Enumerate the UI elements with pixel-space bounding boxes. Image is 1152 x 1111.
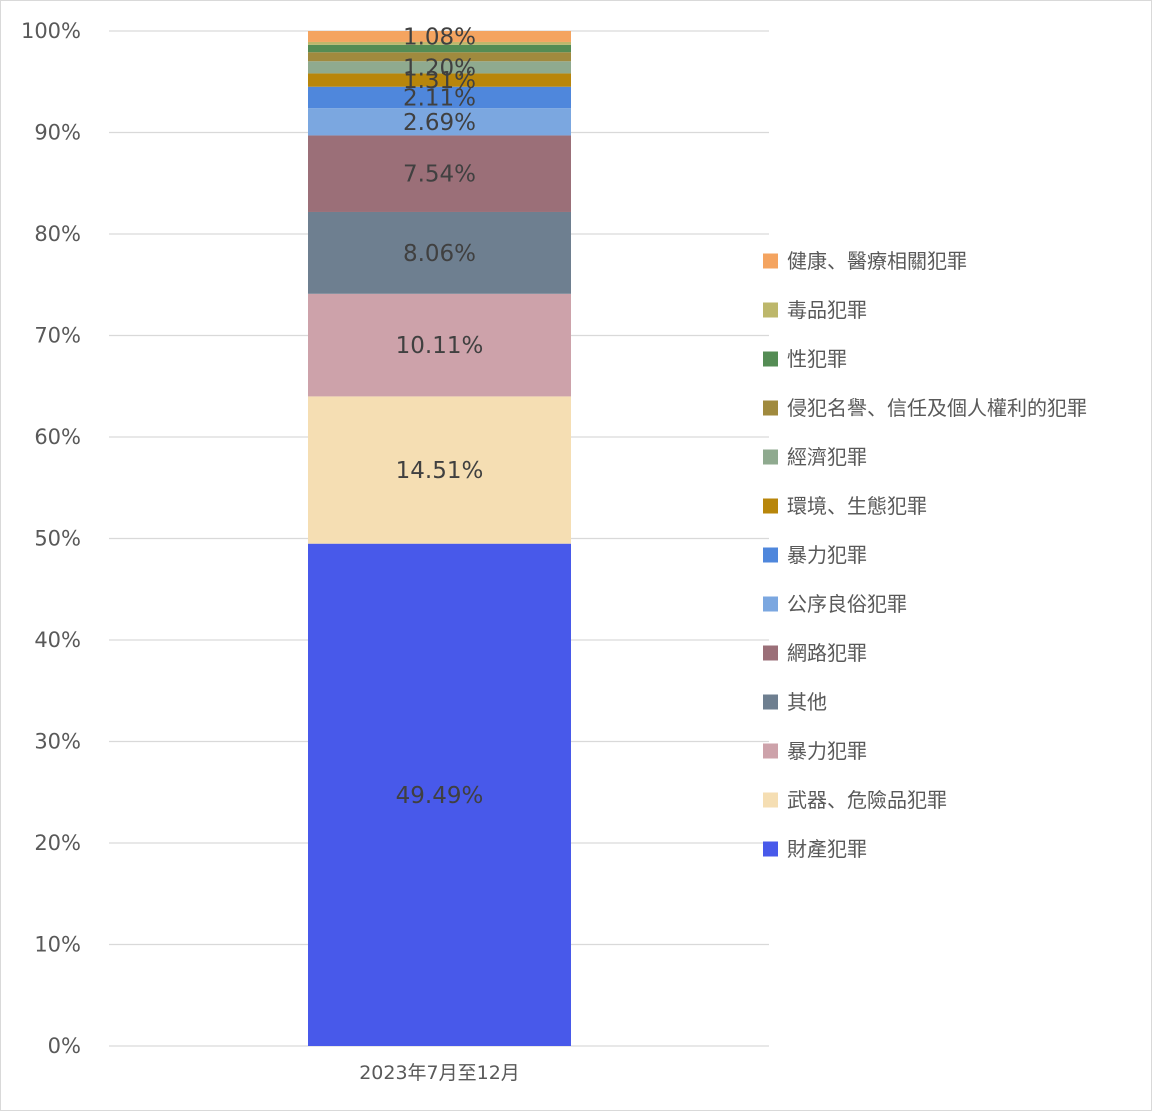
legend-swatch (763, 694, 778, 710)
data-label: 7.54% (403, 162, 476, 188)
y-tick-label: 100% (21, 19, 81, 43)
y-tick-label: 10% (34, 933, 81, 957)
bar-segment (308, 135, 571, 212)
y-tick-label: 90% (34, 121, 81, 145)
legend-label: 武器、危險品犯罪 (787, 788, 947, 812)
data-label: 1.08% (403, 24, 476, 50)
legend-label: 暴力犯罪 (787, 739, 867, 763)
legend-label: 暴力犯罪 (787, 543, 867, 567)
bar-segment (308, 61, 571, 74)
x-axis-categories: 2023年7月至12月 (359, 1062, 520, 1084)
bar-segment (308, 108, 571, 136)
legend-label: 公序良俗犯罪 (787, 592, 907, 616)
data-label: 1.20% (403, 55, 476, 81)
bar-segment (308, 73, 571, 87)
bar-segment (308, 293, 571, 397)
legend: 健康、醫療相關犯罪毒品犯罪性犯罪侵犯名譽、信任及個人權利的犯罪經濟犯罪環境、生態… (763, 249, 1087, 861)
legend-swatch (763, 253, 778, 269)
y-tick-label: 40% (34, 628, 81, 652)
legend-label: 環境、生態犯罪 (787, 494, 927, 518)
legend-swatch (763, 498, 778, 514)
y-axis-ticks: 0% 10% 20% 30% 40% 50% 60% 70% 80% 90% 100% (21, 19, 81, 1058)
bar-segment (308, 41, 571, 45)
bar-segment (308, 211, 571, 294)
bar-segment (308, 396, 571, 544)
data-label: 2.69% (403, 110, 476, 136)
data-label: 10.11% (396, 333, 484, 359)
data-label: 2.11% (403, 85, 476, 111)
data-label: 8.06% (403, 241, 476, 267)
data-label: 49.49% (396, 783, 484, 809)
bar-segment (308, 86, 571, 109)
legend-label: 健康、醫療相關犯罪 (787, 249, 967, 273)
y-tick-label: 0% (48, 1034, 81, 1058)
legend-swatch (763, 743, 778, 759)
bar-segment (308, 31, 571, 42)
legend-label: 其他 (787, 690, 827, 714)
y-tick-label: 80% (34, 222, 81, 246)
data-labels: 49.49%14.51%10.11%8.06%7.54%2.69%2.11%1.… (396, 24, 484, 808)
legend-swatch (763, 841, 778, 857)
y-tick-label: 50% (34, 527, 81, 551)
legend-label: 網路犯罪 (787, 641, 867, 665)
data-label: 14.51% (396, 458, 484, 484)
legend-swatch (763, 400, 778, 416)
legend-swatch (763, 449, 778, 465)
bar-segment (308, 44, 571, 53)
legend-label: 侵犯名譽、信任及個人權利的犯罪 (787, 396, 1087, 420)
legend-label: 經濟犯罪 (787, 445, 867, 469)
y-tick-label: 20% (34, 831, 81, 855)
legend-swatch (763, 351, 778, 367)
legend-swatch (763, 792, 778, 808)
y-tick-label: 30% (34, 730, 81, 754)
y-tick-label: 60% (34, 425, 81, 449)
y-tick-label: 70% (34, 324, 81, 348)
bar-segment (308, 52, 571, 62)
legend-swatch (763, 645, 778, 661)
legend-swatch (763, 302, 778, 318)
legend-label: 性犯罪 (787, 347, 847, 371)
data-label: 1.31% (403, 68, 476, 94)
bar-segment (308, 543, 571, 1046)
legend-swatch (763, 547, 778, 563)
legend-label: 財產犯罪 (787, 837, 867, 861)
legend-label: 毒品犯罪 (787, 298, 867, 322)
legend-swatch (763, 596, 778, 612)
x-category-label: 2023年7月至12月 (359, 1062, 520, 1084)
bar-stack (308, 31, 571, 1046)
